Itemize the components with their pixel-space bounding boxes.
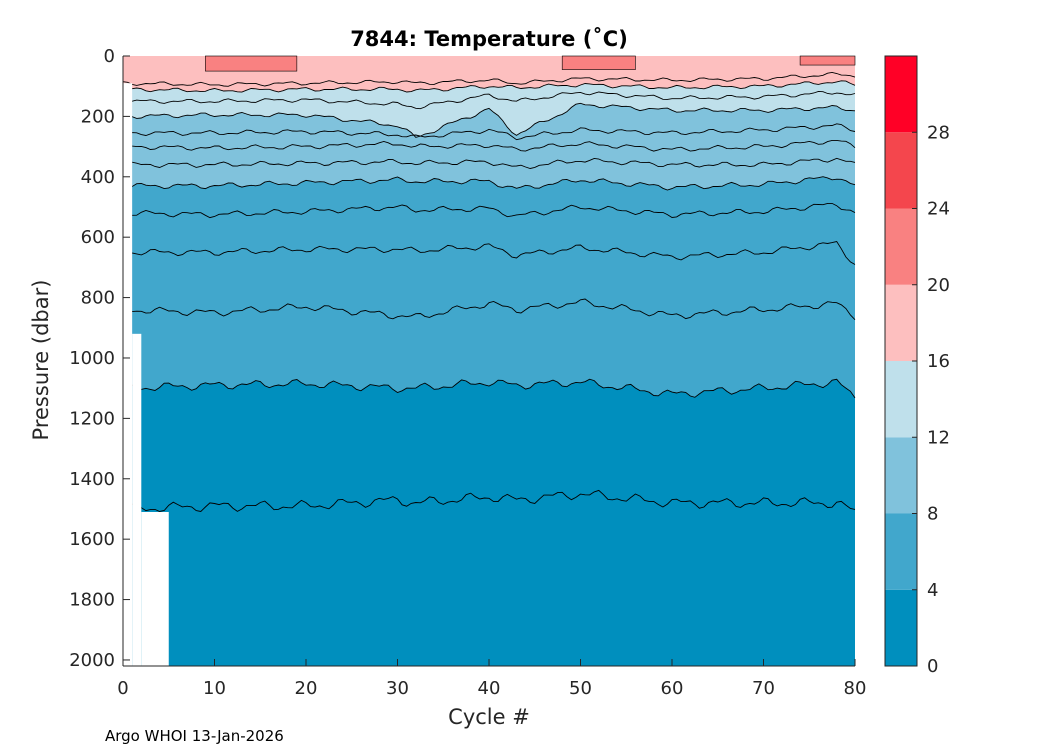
- colorbar-band-4-8: [885, 513, 917, 590]
- y-axis-label: Pressure (dbar): [29, 280, 53, 441]
- y-tick-label: 200: [81, 106, 115, 127]
- colorbar-tick-label: 24: [927, 199, 950, 220]
- colorbar-band-16-20: [885, 284, 917, 361]
- isotherm-8c: [122, 176, 856, 191]
- isotherm-14c: [122, 90, 856, 110]
- x-tick-label: 60: [661, 678, 684, 699]
- x-tick-label: 0: [117, 678, 128, 699]
- colorbar-band-28-32: [885, 56, 917, 133]
- y-tick-label: 1200: [69, 408, 115, 429]
- colorbar-tick-label: 12: [927, 427, 950, 448]
- isotherm-10c: [122, 139, 856, 152]
- x-tick-label: 80: [844, 678, 867, 699]
- isotherm-3c: [122, 489, 856, 512]
- warm-patch-2: [561, 55, 636, 70]
- isotherm-18c: [122, 71, 856, 87]
- y-tick-label: 2000: [69, 650, 115, 671]
- isotherm-4c: [122, 378, 856, 399]
- warm-patch-1: [205, 55, 298, 72]
- colorbar-tick-label: 20: [927, 275, 950, 296]
- colorbar: 0 4 8 12 16 20 24 28: [884, 55, 950, 677]
- data-gap-1: [123, 83, 133, 666]
- plot-area: [122, 55, 856, 667]
- axes: 0 10 20 30 40 50 60 70 8002004006008001000120014…: [69, 46, 866, 699]
- isotherm-9c: [122, 157, 856, 169]
- isotherm-5c: [122, 298, 856, 321]
- band-below-3c: [123, 490, 855, 666]
- isotherm-12c: [122, 102, 856, 138]
- x-tick-label: 10: [203, 678, 226, 699]
- y-tick-label: 400: [81, 167, 115, 188]
- x-tick-label: 30: [386, 678, 409, 699]
- colorbar-tick-label: 16: [927, 351, 950, 372]
- data-gap-3: [141, 511, 169, 666]
- x-tick-label: 70: [752, 678, 775, 699]
- y-tick-label: 600: [81, 227, 115, 248]
- y-tick-label: 1400: [69, 469, 115, 490]
- warm-patch-3: [799, 55, 856, 66]
- x-tick-label: 50: [569, 678, 592, 699]
- colorbar-band-24-28: [885, 132, 917, 209]
- footer-credit: Argo WHOI 13-Jan-2026: [105, 727, 284, 745]
- colorbar-band-12-16: [885, 361, 917, 438]
- colorbar-tick-label: 0: [927, 656, 938, 677]
- colorbar-band-8-12: [885, 437, 917, 514]
- y-tick-label: 1000: [69, 348, 115, 369]
- x-tick-label: 20: [295, 678, 318, 699]
- x-tick-label: 40: [478, 678, 501, 699]
- y-tick-label: 1800: [69, 590, 115, 611]
- colorbar-band-20-24: [885, 208, 917, 285]
- isotherm-7c: [123, 202, 856, 219]
- isotherm-6c: [122, 240, 856, 265]
- chart-title: 7844: Temperature (˚C): [350, 27, 628, 51]
- y-tick-label: 1600: [69, 529, 115, 550]
- y-tick-label: 0: [104, 46, 115, 67]
- colorbar-tick-label: 8: [927, 504, 938, 525]
- colorbar-tick-label: 28: [927, 122, 950, 143]
- isotherm-11c: [122, 123, 856, 141]
- colorbar-band-0-4: [885, 589, 917, 666]
- colorbar-tick-label: 4: [927, 580, 938, 601]
- y-tick-label: 800: [81, 288, 115, 309]
- x-axis-label: Cycle #: [448, 705, 530, 729]
- data-gap-2: [132, 333, 142, 666]
- isotherm-16c: [122, 80, 856, 93]
